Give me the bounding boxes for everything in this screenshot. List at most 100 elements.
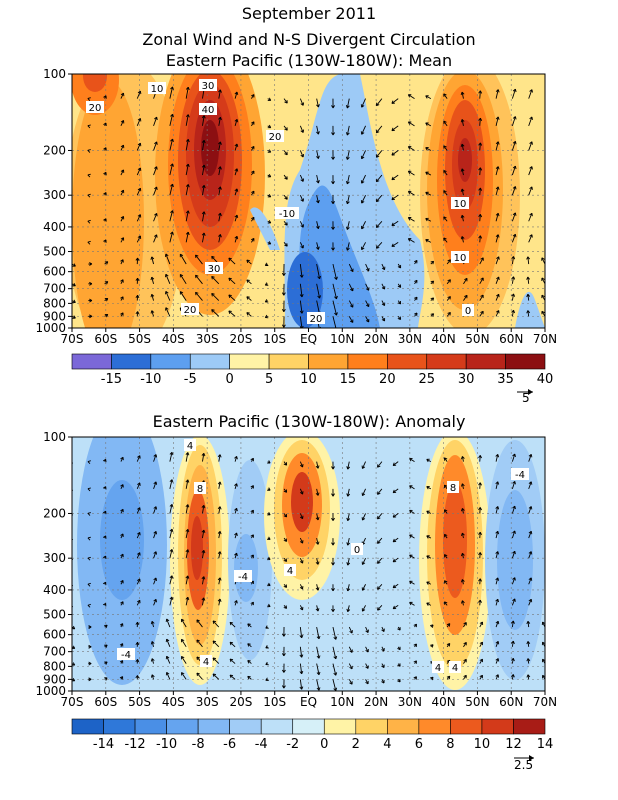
- circulation-vector-head: [528, 551, 533, 555]
- circulation-vector-head: [185, 528, 190, 533]
- y-tick-label: 800: [43, 296, 66, 310]
- circulation-vector-head: [283, 558, 288, 562]
- circulation-vector-head: [87, 240, 91, 245]
- contour-label: 4: [435, 663, 441, 674]
- circulation-vector-head: [407, 121, 412, 125]
- circulation-vector-head: [425, 171, 429, 176]
- circulation-vector-head: [165, 655, 170, 660]
- circulation-vector-head: [478, 482, 482, 486]
- circulation-vector-head: [377, 540, 381, 544]
- colorbar-swatch: [426, 353, 467, 370]
- circulation-vector: [528, 141, 533, 151]
- circulation-vector-head: [299, 670, 304, 675]
- circulation-vector-head: [409, 509, 413, 514]
- circulation-vector: [479, 277, 484, 285]
- circulation-vector-head: [104, 298, 109, 302]
- circulation-vector: [196, 639, 203, 648]
- circulation-vector-head: [120, 533, 124, 537]
- x-tick-label: 70N: [533, 695, 557, 709]
- circulation-vector-head: [495, 658, 500, 662]
- circulation-vector-head: [104, 281, 109, 285]
- colorbar-label: -6: [223, 737, 236, 752]
- circulation-vector: [479, 621, 483, 628]
- circulation-vector: [461, 215, 464, 222]
- circulation-vector: [346, 221, 350, 230]
- circulation-vector: [528, 599, 532, 606]
- mean-vector-reference-label: 5: [522, 391, 530, 405]
- circulation-vector: [461, 236, 464, 243]
- circulation-vector-head: [250, 580, 254, 585]
- circulation-vector-head: [512, 116, 517, 120]
- circulation-vector: [377, 583, 383, 590]
- circulation-vector: [229, 658, 236, 664]
- circulation-vector: [408, 121, 415, 127]
- circulation-vector: [511, 116, 516, 126]
- anomaly-vectors: [72, 451, 545, 691]
- circulation-vector: [461, 119, 464, 126]
- circulation-vector: [527, 641, 530, 647]
- circulation-vector-head: [526, 293, 531, 298]
- circulation-vector-head: [346, 587, 351, 592]
- anomaly-vector-reference-label: 2.5: [514, 758, 533, 772]
- circulation-vector: [392, 461, 399, 466]
- anomaly-gridlines: [72, 437, 545, 691]
- circulation-vector: [316, 174, 319, 184]
- circulation-vector-head: [72, 315, 76, 319]
- circulation-vector-head: [170, 231, 174, 235]
- circulation-vector: [495, 506, 499, 514]
- circulation-vector-head: [201, 504, 206, 509]
- circulation-vector: [528, 551, 532, 559]
- circulation-vector-head: [299, 294, 304, 298]
- circulation-vector-head: [392, 538, 397, 543]
- circulation-vector-head: [154, 116, 158, 121]
- circulation-vector: [120, 237, 124, 243]
- circulation-vector: [136, 167, 141, 176]
- circulation-vector: [234, 91, 238, 99]
- circulation-vector-head: [234, 214, 239, 219]
- circulation-vector-head: [316, 671, 321, 676]
- circulation-vector: [409, 601, 415, 606]
- contour-label-box: [266, 130, 284, 142]
- circulation-vector-head: [281, 685, 286, 689]
- circulation-vector-head: [87, 97, 91, 101]
- circulation-vector-head: [170, 210, 174, 214]
- contour-label: 20: [310, 314, 323, 325]
- circulation-vector-head: [409, 534, 413, 538]
- circulation-vector-head: [316, 635, 321, 640]
- circulation-vector: [528, 116, 533, 126]
- mean-field-easterly-tongue: [250, 207, 280, 250]
- circulation-vector-head: [409, 458, 413, 462]
- circulation-vector-head: [511, 657, 515, 662]
- circulation-vector-head: [267, 582, 271, 587]
- circulation-vector-head: [284, 151, 288, 156]
- circulation-vector-head: [185, 114, 190, 118]
- circulation-vector-head: [281, 633, 286, 637]
- circulation-vector: [316, 461, 319, 469]
- circulation-vector-head: [315, 587, 320, 591]
- circulation-vector-head: [331, 226, 335, 230]
- circulation-vector-head: [496, 256, 500, 260]
- circulation-vector: [316, 221, 319, 229]
- circulation-vector-head: [360, 131, 365, 135]
- circulation-vector: [527, 256, 530, 265]
- contour-label: 4: [187, 441, 193, 452]
- circulation-vector-head: [528, 481, 533, 485]
- contour-label: 10: [454, 199, 467, 210]
- circulation-vector-head: [464, 294, 468, 299]
- circulation-vector: [443, 170, 448, 176]
- circulation-vector: [376, 98, 383, 106]
- circulation-vector-head: [397, 678, 401, 683]
- circulation-vector-head: [512, 598, 516, 602]
- circulation-vector-head: [201, 232, 206, 236]
- circulation-vector: [541, 257, 545, 265]
- circulation-vector-head: [250, 601, 254, 606]
- circulation-vector: [218, 117, 221, 126]
- circulation-vector: [153, 599, 157, 606]
- circulation-vector-head: [201, 576, 206, 580]
- circulation-vector: [495, 621, 499, 628]
- circulation-vector-head: [460, 456, 465, 460]
- contour-label-box: [194, 482, 206, 494]
- circulation-vector-head: [119, 643, 124, 647]
- circulation-vector-head: [217, 551, 222, 555]
- circulation-vector: [299, 300, 303, 314]
